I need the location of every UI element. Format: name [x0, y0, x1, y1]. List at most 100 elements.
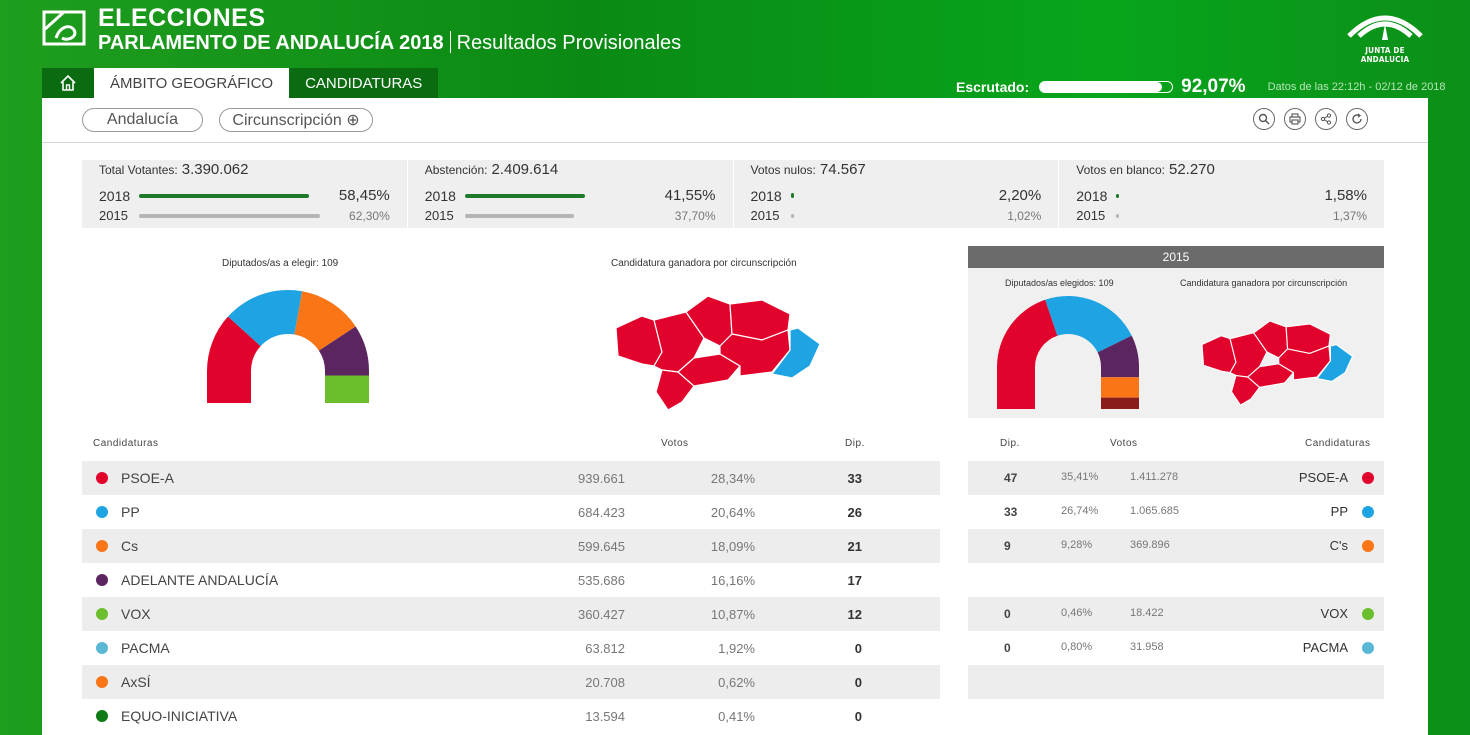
party-seats: 21 — [847, 538, 862, 554]
year-label: 2018 — [1076, 187, 1108, 204]
table-row[interactable]: PSOE-A 939.661 28,34% 33 — [82, 461, 940, 495]
party-seats: 0 — [854, 674, 862, 690]
stat-label: Votos en blanco: — [1076, 163, 1165, 177]
table-row[interactable]: EQUO-INICIATIVA 13.594 0,41% 0 — [82, 699, 940, 733]
hemicycle-segment-pp — [1045, 296, 1132, 353]
party-votes: 684.423 — [578, 504, 625, 520]
table-row[interactable]: AxSÍ 20.708 0,62% 0 — [82, 665, 940, 699]
bar-2018-fill — [790, 193, 794, 198]
stat-abstencion: Abstención: 2.409.614 2018 41,55% 2015 37,7… — [408, 160, 734, 228]
scrutiny-progress-bar — [1039, 81, 1174, 93]
stat-label: Total Votantes: — [99, 163, 178, 177]
table-row-2015[interactable]: 47 35,41% 1.411.278 PSOE-A — [968, 461, 1384, 495]
refresh-icon — [1352, 113, 1362, 124]
stat-total-votantes: Total Votantes: 3.390.062 2018 58,45% 2015… — [82, 160, 408, 228]
region-filter-andalucia[interactable]: Andalucía — [82, 108, 203, 132]
circunscripcion-filter[interactable]: Circunscripción ⊕ — [219, 108, 373, 132]
home-button[interactable] — [42, 68, 94, 98]
bar-2015 — [139, 213, 320, 218]
table-row[interactable]: PP 684.423 20,64% 26 — [82, 495, 940, 529]
party-seats: 12 — [847, 606, 862, 622]
party-color-dot — [1362, 472, 1374, 484]
party-pct: 28,34% — [710, 470, 755, 486]
diputados-caption: Diputados/as a elegir: 109 — [222, 258, 339, 269]
party-seats-2015: 9 — [1004, 539, 1011, 553]
title-parlamento-text: PARLAMENTO DE ANDALUCÍA 2018 — [98, 32, 444, 54]
party-votes-2015: 31.958 — [1130, 641, 1164, 653]
party-color-dot — [1362, 540, 1374, 552]
th-dip: Dip. — [845, 438, 865, 449]
stat-title: Votos en blanco: 52.270 — [1076, 161, 1215, 178]
bar-2018 — [790, 193, 962, 198]
hemicycle-segment-pp — [228, 290, 303, 347]
table-row[interactable]: PACMA 63.812 1,92% 0 — [82, 631, 940, 665]
tab-candidaturas[interactable]: CANDIDATURAS — [289, 68, 439, 98]
party-votes: 13.594 — [585, 708, 625, 724]
table-row-2015[interactable]: 0 0,46% 18.422 VOX — [968, 597, 1384, 631]
party-name-2015: VOX — [1320, 606, 1348, 621]
print-button[interactable] — [1284, 108, 1306, 130]
hemicycle-segment-psoe-a — [207, 316, 261, 371]
stat-value: 2.409.614 — [491, 161, 559, 178]
party-color-dot — [96, 710, 108, 722]
year-label: 2018 — [424, 187, 456, 204]
search-button[interactable] — [1253, 108, 1275, 130]
refresh-button[interactable] — [1346, 108, 1368, 130]
pct-2015: 62,30% — [349, 208, 390, 223]
table-row-2015[interactable]: 0 0,80% 31.958 PACMA — [968, 631, 1384, 665]
andalucia-winner-map-2015[interactable] — [1198, 318, 1358, 408]
map-province-granada — [719, 329, 791, 377]
pct-2018: 58,45% — [338, 187, 390, 204]
hemicycle-segment-vox — [325, 375, 369, 403]
bar-2015-fill — [464, 213, 575, 218]
tab-bar: ÁMBITO GEOGRÁFICO CANDIDATURAS — [42, 68, 439, 98]
party-seats: 0 — [854, 640, 862, 656]
th-candidaturas: Candidaturas — [93, 438, 159, 449]
stat-value: 3.390.062 — [181, 161, 249, 178]
table-row-2015-empty — [968, 665, 1384, 699]
party-votes: 20.708 — [585, 674, 625, 690]
elecciones-logo-icon — [42, 10, 86, 46]
party-pct-2015: 26,74% — [1061, 505, 1099, 517]
pct-2015: 1,37% — [1332, 208, 1367, 223]
table-row[interactable]: Cs 599.645 18,09% 21 — [82, 529, 940, 563]
year-2015-charts: Diputados/as elegidos: 109 Candidatura g… — [968, 268, 1384, 418]
stat-value: 74.567 — [819, 161, 866, 178]
bar-2018-fill — [1116, 193, 1120, 198]
party-color-dot — [96, 506, 108, 518]
party-pct: 0,62% — [718, 674, 755, 690]
share-button[interactable] — [1315, 108, 1337, 130]
hemicycle-segment-iu — [1101, 397, 1139, 409]
table-row-2015[interactable]: 9 9,28% 369.896 C's — [968, 529, 1384, 563]
party-color-dot — [96, 608, 108, 620]
party-color-dot — [96, 676, 108, 688]
table-row[interactable]: ADELANTE ANDALUCÍA 535.686 16,16% 17 — [82, 563, 940, 597]
year-label: 2018 — [99, 187, 131, 204]
ganadora-2015-caption: Candidatura ganadora por circunscripción — [1180, 278, 1348, 288]
subtitle-resultados: Resultados Provisionales — [456, 32, 682, 54]
party-name: PP — [121, 504, 140, 520]
table-row-2015-empty — [968, 563, 1384, 597]
hemicycle-segment-cs — [294, 291, 356, 351]
hemicycle-2018-chart — [207, 290, 369, 403]
party-seats-2015: 0 — [1004, 641, 1011, 655]
party-color-dot — [96, 642, 108, 654]
filter-bar: Andalucía Circunscripción ⊕ — [42, 98, 1428, 143]
party-seats-2015: 0 — [1004, 607, 1011, 621]
hemicycle-segment-c-s — [1101, 377, 1139, 398]
elegidos-2015-caption: Diputados/as elegidos: 109 — [1005, 278, 1114, 288]
party-name: PSOE-A — [121, 470, 174, 486]
title-elecciones: ELECCIONES — [98, 4, 266, 32]
map2015-almeria — [1316, 343, 1354, 383]
pct-2018: 41,55% — [664, 187, 716, 204]
andalucia-winner-map[interactable] — [612, 292, 826, 414]
table-row-2015-empty — [968, 699, 1384, 733]
tab-ambito-geografico[interactable]: ÁMBITO GEOGRÁFICO — [94, 68, 290, 98]
hemicycle-2015-chart — [997, 296, 1139, 409]
party-name: Cs — [121, 538, 139, 554]
party-seats-2015: 33 — [1004, 505, 1018, 519]
table-row[interactable]: VOX 360.427 10,87% 12 — [82, 597, 940, 631]
table-row-2015[interactable]: 33 26,74% 1.065.685 PP — [968, 495, 1384, 529]
party-color-dot — [96, 574, 108, 586]
year-label: 2015 — [99, 208, 128, 223]
